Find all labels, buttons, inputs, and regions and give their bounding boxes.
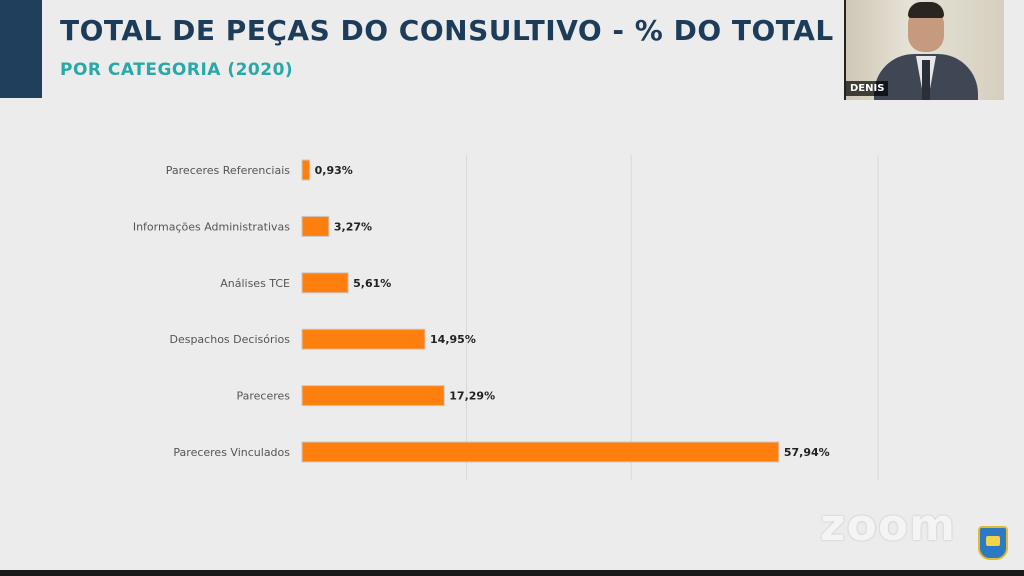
bar <box>301 215 330 237</box>
slide-accent-bar <box>0 0 42 98</box>
category-label: Pareceres <box>236 390 290 403</box>
value-label: 5,61% <box>353 277 391 290</box>
category-label: Informações Administrativas <box>133 220 290 233</box>
participant-hair <box>908 2 944 18</box>
category-label: Despachos Decisórios <box>169 333 290 346</box>
category-label: Pareceres Referenciais <box>166 164 290 177</box>
participant-video-tile[interactable]: DENIS <box>844 0 1004 100</box>
value-label: 14,95% <box>430 333 476 346</box>
slide-title: TOTAL DE PEÇAS DO CONSULTIVO - % DO TOTA… <box>60 14 834 47</box>
category-label: Pareceres Vinculados <box>173 446 290 459</box>
bottom-bar <box>0 570 1024 576</box>
value-label: 57,94% <box>784 446 830 459</box>
participant-name-tag: DENIS <box>846 81 889 96</box>
state-emblem-icon <box>978 526 1008 560</box>
bar <box>301 272 349 294</box>
bar <box>301 385 445 407</box>
value-label: 17,29% <box>449 390 495 403</box>
bar <box>301 328 426 350</box>
value-label: 3,27% <box>334 220 372 233</box>
participant-tie <box>922 60 930 100</box>
bar <box>301 159 311 181</box>
slide-subtitle: POR CATEGORIA (2020) <box>60 60 294 80</box>
category-label: Análises TCE <box>220 277 290 290</box>
bar <box>301 441 780 463</box>
value-label: 0,93% <box>315 164 353 177</box>
zoom-logo: zoom <box>820 500 956 551</box>
